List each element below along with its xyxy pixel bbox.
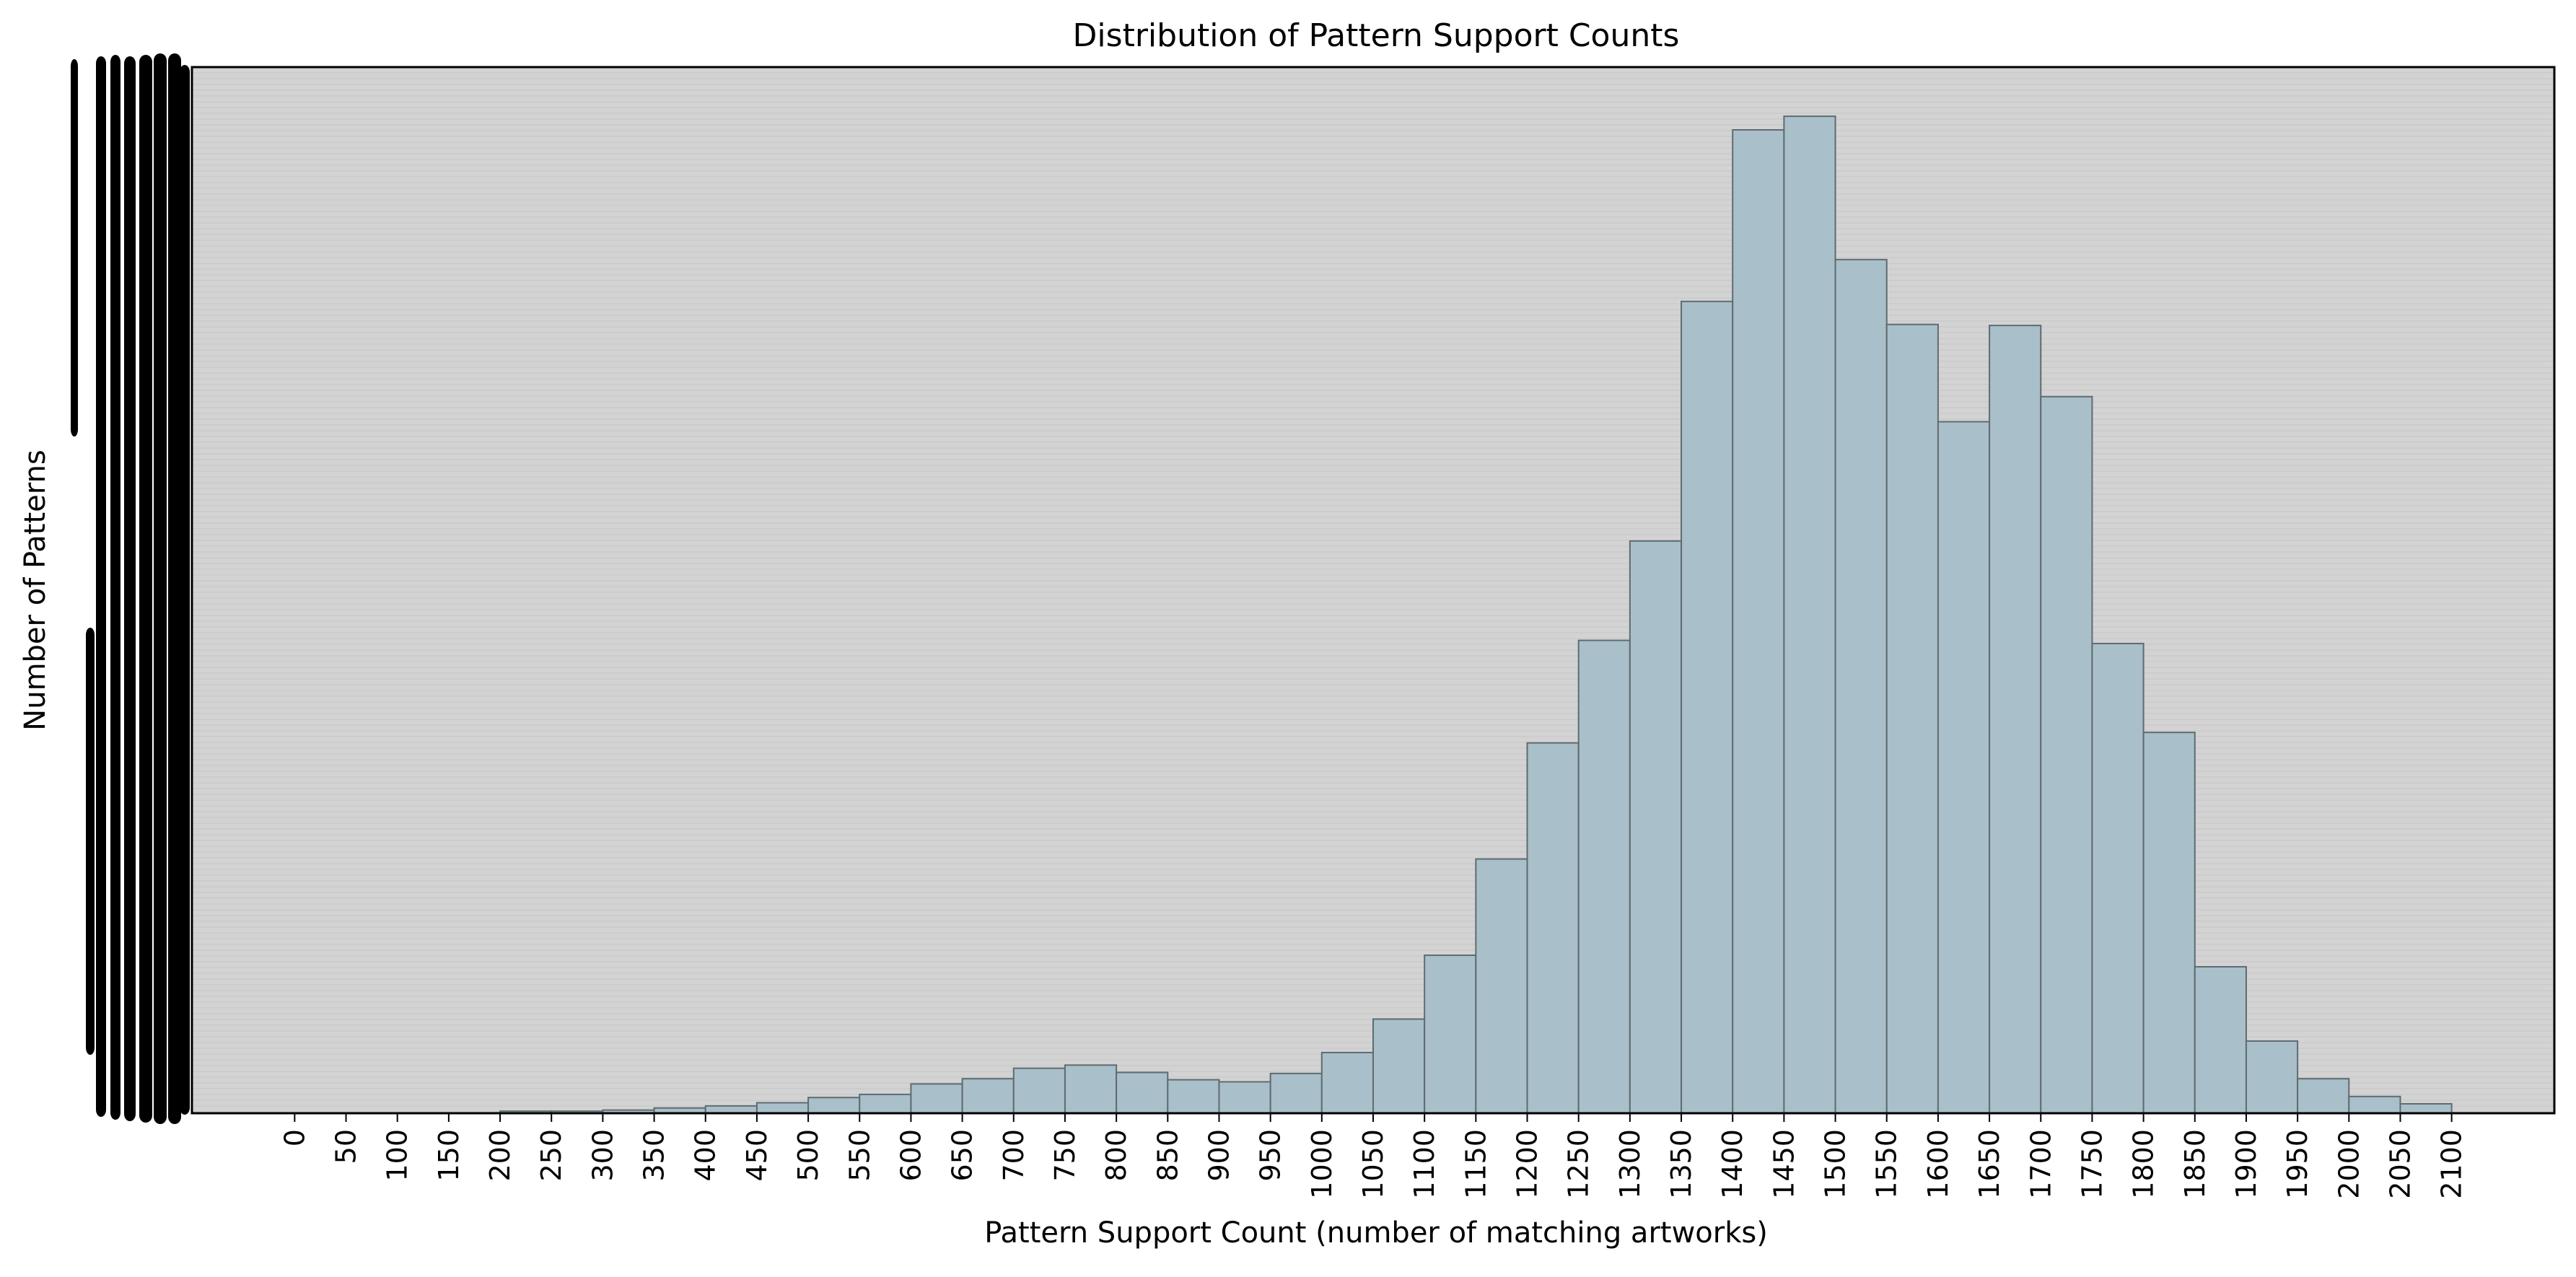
x-tick-label: 1000 bbox=[1306, 1129, 1338, 1199]
x-tick-label: 2000 bbox=[2333, 1129, 2365, 1199]
y-tick-label-smudge bbox=[168, 53, 181, 1124]
histogram-bar bbox=[1681, 300, 1734, 1114]
chart-title: Distribution of Pattern Support Counts bbox=[1073, 17, 1680, 54]
x-tick-label: 600 bbox=[895, 1129, 926, 1182]
histogram-bar bbox=[2091, 642, 2145, 1114]
x-tick-label: 450 bbox=[741, 1129, 773, 1182]
x-tick-label: 1750 bbox=[2076, 1129, 2108, 1199]
histogram-bar bbox=[2348, 1095, 2401, 1115]
histogram-bar bbox=[2399, 1102, 2453, 1114]
histogram-bar bbox=[1937, 421, 1991, 1114]
x-tick-label: 1200 bbox=[1512, 1129, 1543, 1199]
x-tick-label: 500 bbox=[792, 1129, 824, 1182]
x-tick-label: 2100 bbox=[2436, 1129, 2468, 1199]
x-tick-label: 1150 bbox=[1460, 1129, 1491, 1199]
histogram-bar bbox=[1269, 1072, 1323, 1115]
histogram-bar bbox=[961, 1078, 1015, 1115]
x-axis-ticks: 0 50 100 150 200 250 300 350 400 450 500 550 600 650 7… bbox=[279, 1113, 2468, 1199]
x-tick-label: 350 bbox=[639, 1129, 670, 1182]
histogram-bar bbox=[2297, 1078, 2350, 1115]
histogram-bar bbox=[1064, 1064, 1118, 1115]
grid-lines bbox=[192, 72, 2554, 1113]
x-tick-label: 150 bbox=[433, 1129, 465, 1182]
histogram-bar bbox=[859, 1093, 912, 1115]
y-tick-label-smudge bbox=[71, 59, 78, 436]
x-tick-label: 0 bbox=[279, 1129, 310, 1146]
x-tick-label: 1050 bbox=[1357, 1129, 1389, 1199]
histogram-bar bbox=[1629, 540, 1683, 1114]
x-tick-label: 1450 bbox=[1768, 1129, 1800, 1199]
histogram-bar bbox=[1885, 323, 1939, 1115]
y-tick-label-smudge bbox=[96, 56, 106, 1117]
y-tick-label-smudge bbox=[124, 56, 136, 1121]
histogram-bar bbox=[1732, 129, 1785, 1114]
histogram-bar bbox=[2040, 395, 2093, 1114]
y-tick-labels-illegible bbox=[71, 53, 190, 1124]
x-tick-label: 950 bbox=[1255, 1129, 1287, 1182]
histogram-bar bbox=[1320, 1051, 1374, 1115]
x-tick-label: 1600 bbox=[1922, 1129, 1954, 1199]
x-tick-label: 1500 bbox=[1820, 1129, 1852, 1199]
y-tick-label-smudge bbox=[154, 53, 167, 1124]
x-tick-label: 1350 bbox=[1665, 1129, 1697, 1199]
x-tick-label: 1950 bbox=[2282, 1129, 2313, 1199]
histogram-bar bbox=[1989, 325, 2042, 1114]
x-tick-label: 1250 bbox=[1563, 1129, 1595, 1199]
y-tick-label-smudge bbox=[86, 628, 95, 1055]
x-tick-label: 1900 bbox=[2230, 1129, 2262, 1199]
histogram-bar bbox=[2245, 1040, 2299, 1114]
x-tick-label: 200 bbox=[484, 1129, 516, 1182]
x-tick-label: 1650 bbox=[1973, 1129, 2005, 1199]
x-tick-label: 1300 bbox=[1614, 1129, 1646, 1199]
x-tick-label: 650 bbox=[947, 1129, 978, 1182]
histogram-bar bbox=[1012, 1067, 1066, 1115]
x-tick-label: 2050 bbox=[2384, 1129, 2416, 1199]
histogram-bars bbox=[499, 115, 2453, 1115]
x-tick-label: 400 bbox=[690, 1129, 722, 1182]
histogram-bar bbox=[1783, 115, 1836, 1114]
x-tick-label: 1400 bbox=[1717, 1129, 1748, 1199]
x-tick-label: 300 bbox=[587, 1129, 618, 1182]
x-tick-label: 50 bbox=[330, 1129, 362, 1164]
histogram-bar bbox=[755, 1102, 810, 1114]
y-tick-label-smudge bbox=[139, 55, 152, 1123]
histogram-bar bbox=[1218, 1081, 1271, 1114]
x-tick-label: 850 bbox=[1152, 1129, 1183, 1182]
histogram-bar bbox=[1167, 1079, 1220, 1114]
histogram-bar bbox=[1475, 858, 1528, 1115]
x-tick-label: 100 bbox=[382, 1129, 413, 1182]
histogram-bar bbox=[1577, 639, 1631, 1114]
histogram-bar bbox=[704, 1105, 758, 1114]
y-tick-label-smudge bbox=[180, 65, 190, 1115]
x-axis-label: Pattern Support Count (number of matchin… bbox=[984, 1216, 1768, 1250]
histogram-bar bbox=[910, 1083, 963, 1115]
histogram-bar bbox=[2194, 966, 2247, 1114]
histogram-bar bbox=[1526, 742, 1580, 1114]
x-tick-label: 1100 bbox=[1409, 1129, 1440, 1199]
histogram-bar bbox=[1424, 955, 1477, 1115]
y-axis-label: Number of Patterns bbox=[19, 449, 52, 730]
x-tick-label: 900 bbox=[1203, 1129, 1235, 1182]
y-tick-label-smudge bbox=[110, 55, 121, 1120]
histogram-bar bbox=[1372, 1018, 1426, 1114]
x-tick-label: 800 bbox=[1100, 1129, 1132, 1182]
histogram-bar bbox=[2142, 732, 2196, 1114]
x-tick-label: 700 bbox=[998, 1129, 1030, 1182]
histogram-bar bbox=[1834, 258, 1888, 1114]
histogram-bar bbox=[1116, 1071, 1169, 1114]
x-tick-label: 1700 bbox=[2025, 1129, 2056, 1199]
x-tick-label: 750 bbox=[1049, 1129, 1081, 1182]
x-tick-label: 1550 bbox=[1871, 1129, 1903, 1199]
x-tick-label: 1850 bbox=[2179, 1129, 2211, 1199]
x-tick-label: 1800 bbox=[2128, 1129, 2160, 1199]
x-tick-label: 250 bbox=[535, 1129, 567, 1182]
x-tick-label: 550 bbox=[844, 1129, 875, 1182]
histogram-bar bbox=[807, 1097, 861, 1114]
